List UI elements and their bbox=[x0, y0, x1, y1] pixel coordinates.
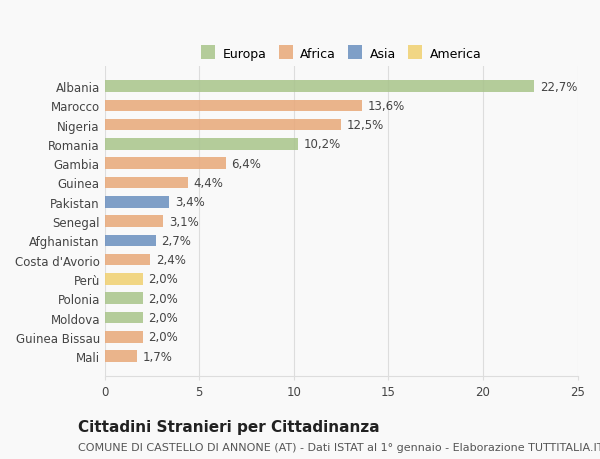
Bar bbox=[105, 158, 226, 170]
Bar bbox=[105, 196, 169, 208]
Bar bbox=[105, 81, 534, 93]
Bar bbox=[105, 293, 143, 304]
Bar bbox=[105, 351, 137, 362]
Bar bbox=[105, 139, 298, 151]
Text: 4,4%: 4,4% bbox=[194, 177, 224, 190]
Text: 3,1%: 3,1% bbox=[169, 215, 199, 228]
Text: Cittadini Stranieri per Cittadinanza: Cittadini Stranieri per Cittadinanza bbox=[78, 420, 380, 435]
Text: 1,7%: 1,7% bbox=[143, 350, 172, 363]
Text: 2,0%: 2,0% bbox=[148, 292, 178, 305]
Bar bbox=[105, 254, 150, 266]
Bar bbox=[105, 235, 156, 246]
Bar bbox=[105, 177, 188, 189]
Bar bbox=[105, 120, 341, 131]
Bar bbox=[105, 331, 143, 343]
Text: 22,7%: 22,7% bbox=[540, 80, 577, 93]
Bar bbox=[105, 312, 143, 324]
Text: 2,4%: 2,4% bbox=[156, 254, 185, 267]
Text: 10,2%: 10,2% bbox=[304, 138, 341, 151]
Text: 12,5%: 12,5% bbox=[347, 119, 384, 132]
Text: 2,0%: 2,0% bbox=[148, 330, 178, 344]
Text: 6,4%: 6,4% bbox=[232, 157, 262, 170]
Text: 13,6%: 13,6% bbox=[368, 100, 405, 112]
Bar bbox=[105, 274, 143, 285]
Text: COMUNE DI CASTELLO DI ANNONE (AT) - Dati ISTAT al 1° gennaio - Elaborazione TUTT: COMUNE DI CASTELLO DI ANNONE (AT) - Dati… bbox=[78, 442, 600, 452]
Bar bbox=[105, 101, 362, 112]
Text: 2,0%: 2,0% bbox=[148, 311, 178, 325]
Text: 3,4%: 3,4% bbox=[175, 196, 205, 209]
Text: 2,0%: 2,0% bbox=[148, 273, 178, 286]
Legend: Europa, Africa, Asia, America: Europa, Africa, Asia, America bbox=[196, 42, 486, 66]
Bar bbox=[105, 216, 163, 227]
Text: 2,7%: 2,7% bbox=[161, 235, 191, 247]
